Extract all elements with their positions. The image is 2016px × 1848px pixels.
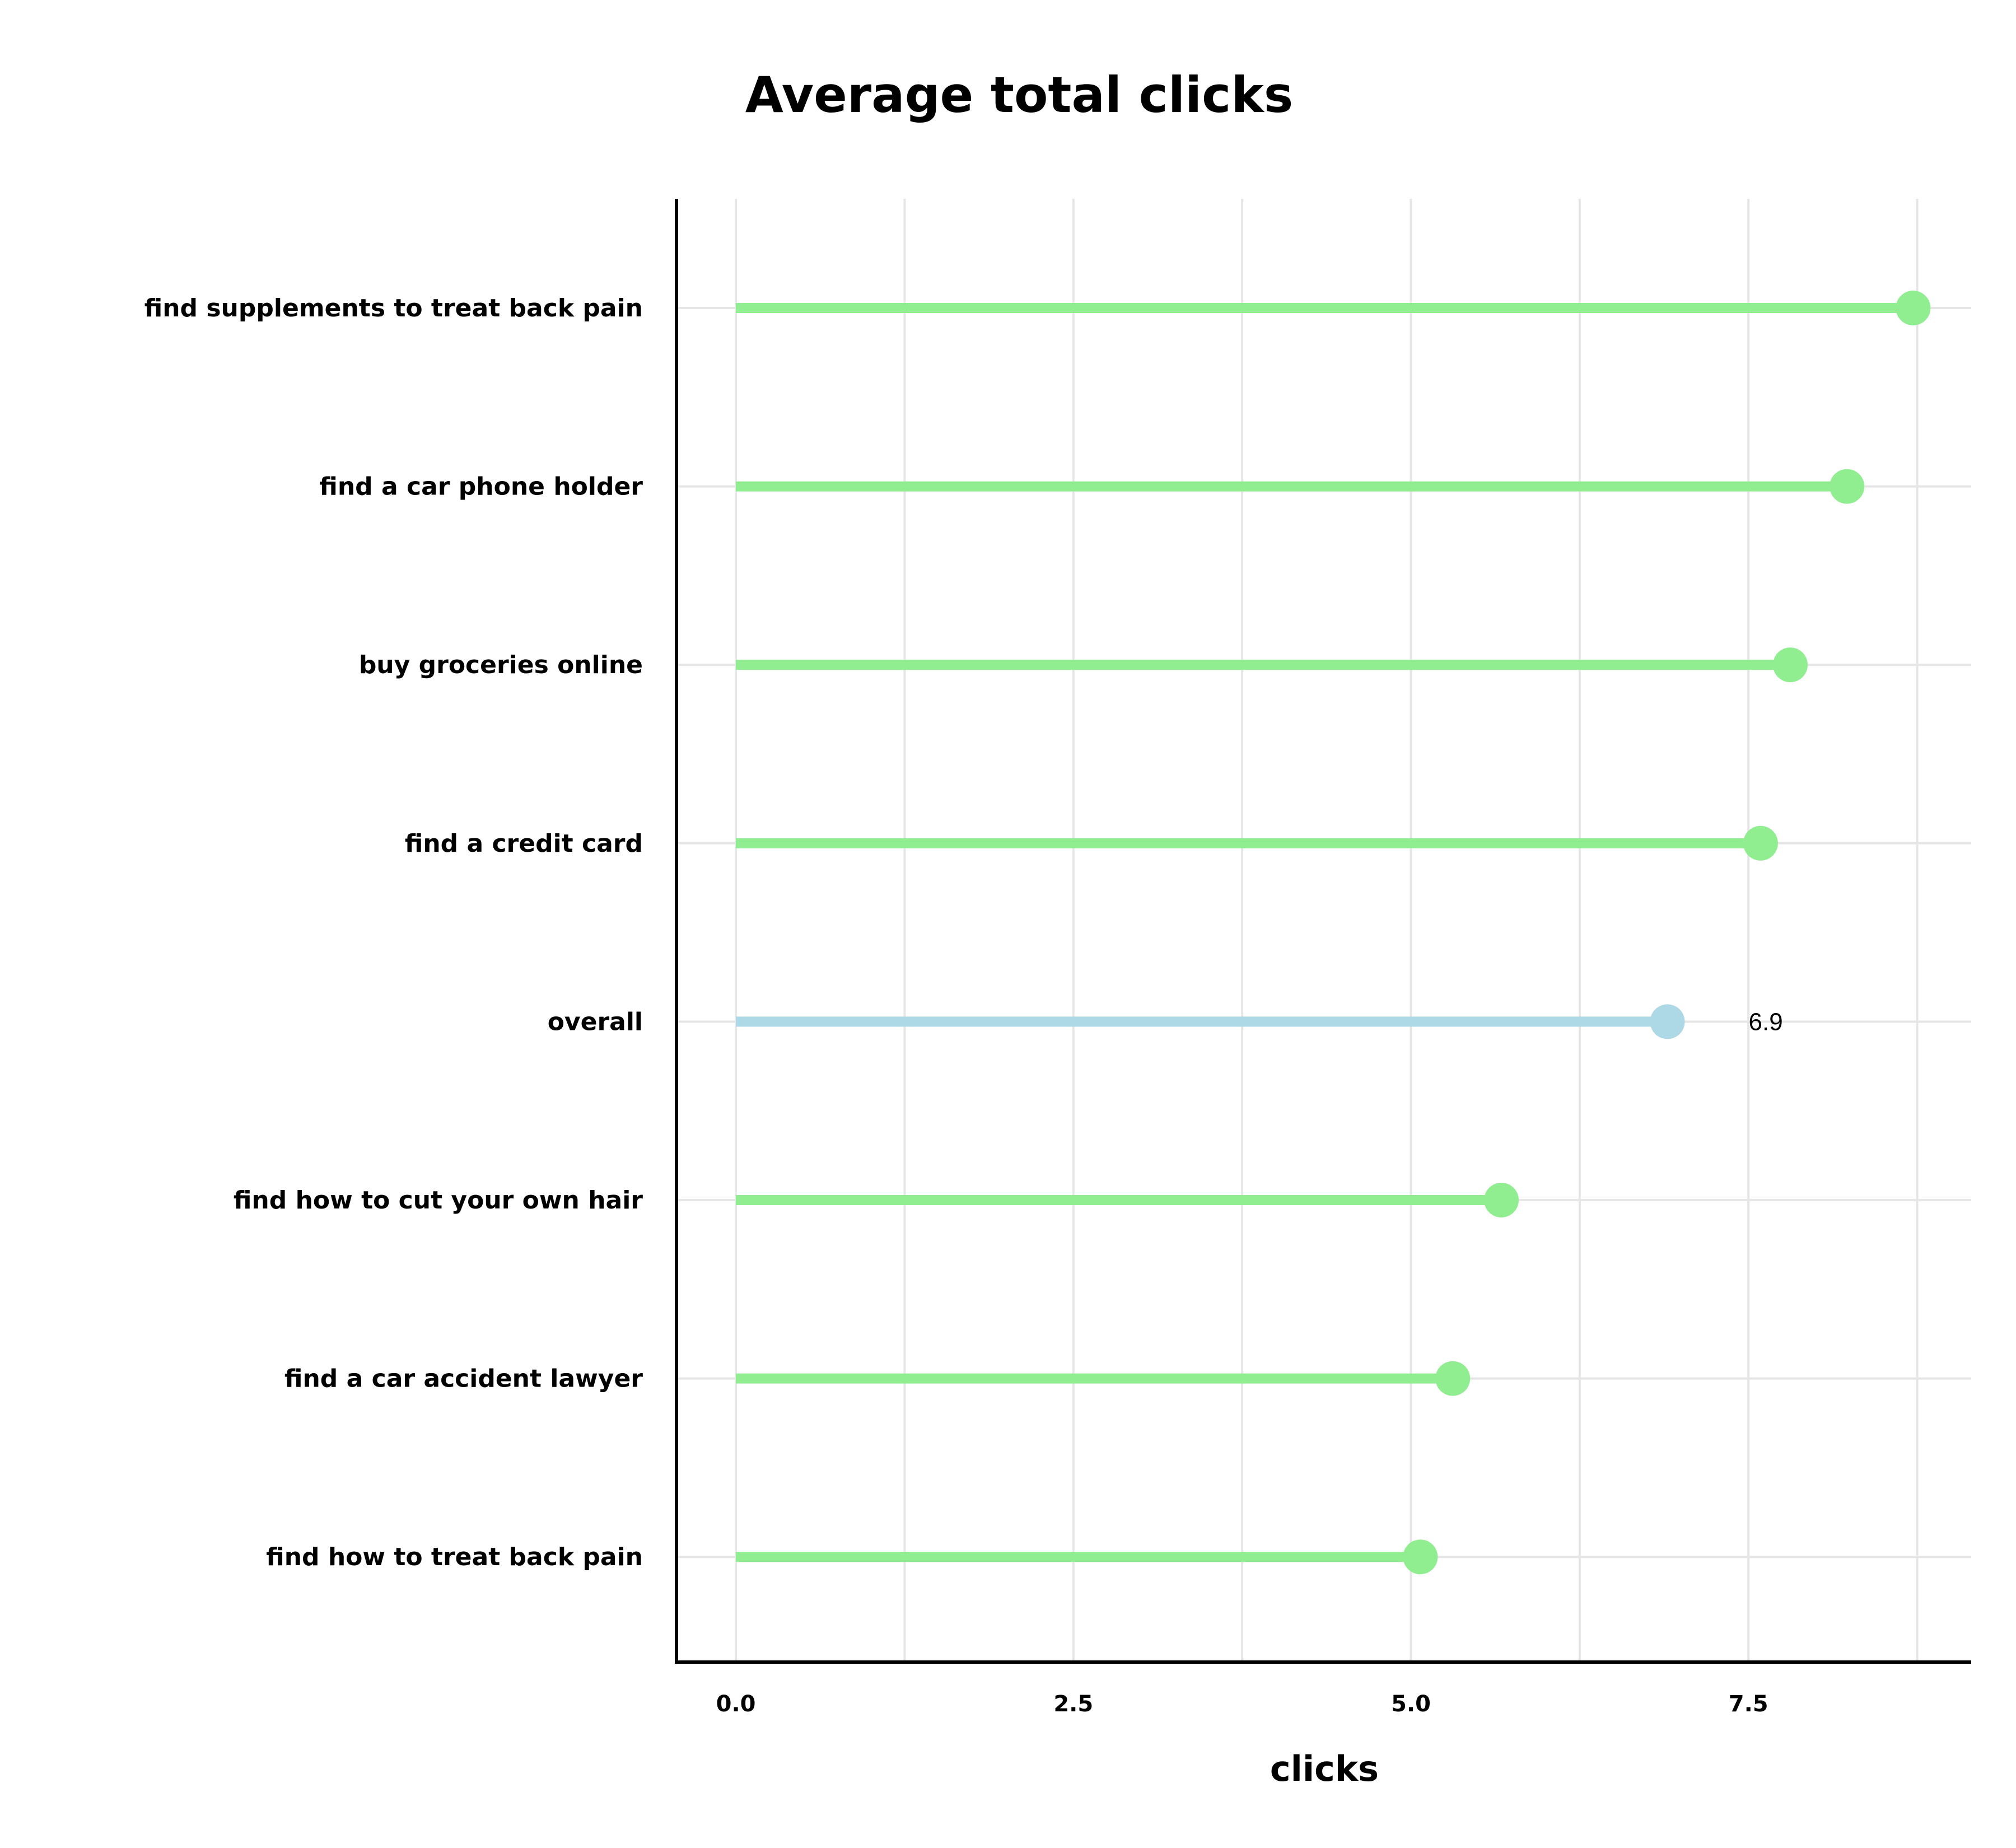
category-label: find a credit card [405,829,643,858]
lollipop-dot [1896,291,1931,325]
category-label: find a car accident lawyer [284,1365,643,1393]
category-label: find how to treat back pain [266,1543,643,1571]
category-label: overall [548,1007,643,1036]
data-label: 6.9 [1749,1008,1783,1035]
lollipop-dot [1650,1004,1685,1039]
lollipop-dot [1435,1361,1471,1396]
lollipop-dot [1743,825,1778,861]
lollipop-dot [1403,1539,1438,1575]
chart-title: Average total clicks [745,66,1293,124]
stems-layer [736,303,1914,1562]
dots-layer [1403,291,1931,1575]
axes-layer [675,199,1971,1664]
x-tick-label: 7.5 [1729,1691,1768,1717]
x-axis-title: clicks [1270,1748,1379,1789]
x-tick-label: 0.0 [716,1691,756,1717]
lollipop-dot [1830,469,1865,504]
grid-layer [676,199,1971,1662]
category-label: buy groceries online [359,651,643,679]
labels-layer: find supplements to treat back pain find … [144,294,1783,1717]
category-label: find how to cut your own hair [234,1186,643,1215]
lollipop-dot [1772,647,1808,683]
x-tick-label: 2.5 [1053,1691,1093,1717]
lollipop-dot [1484,1183,1519,1217]
category-label: find supplements to treat back pain [144,294,643,323]
category-label: find a car phone holder [319,473,643,501]
x-tick-label: 5.0 [1391,1691,1431,1717]
